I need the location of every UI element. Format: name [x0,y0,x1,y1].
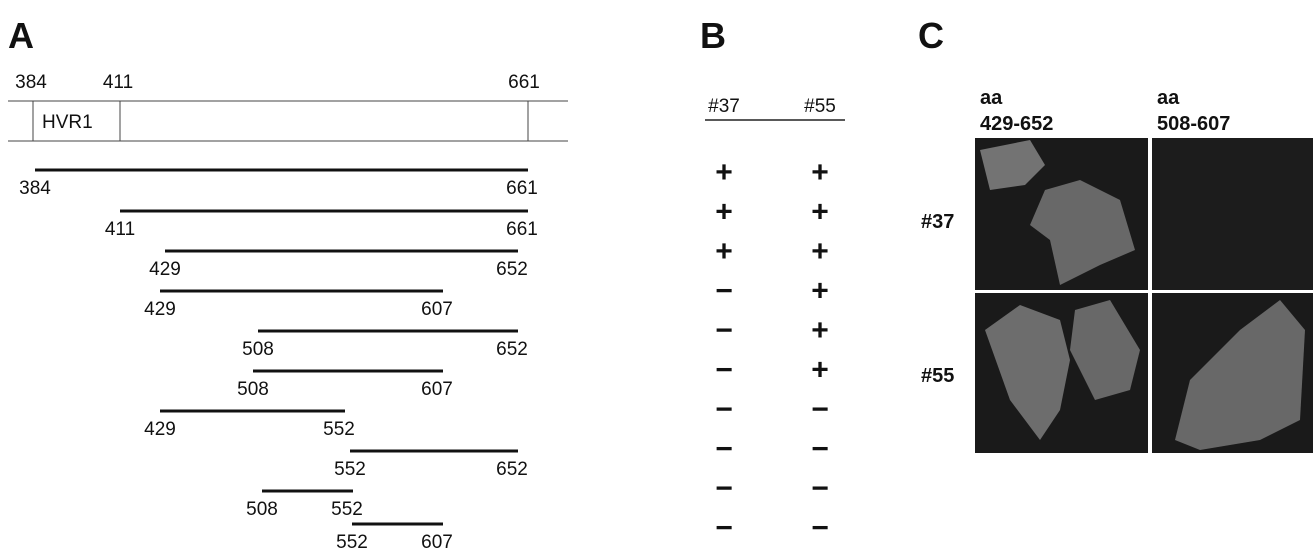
panel-label: C [918,15,944,56]
fragment-start: 552 [336,532,368,553]
fragment-end: 607 [421,532,453,553]
result-sign: + [715,235,733,268]
fragment-start: 508 [246,499,278,520]
result-sign: + [811,156,829,189]
fragment-end: 652 [496,459,528,480]
result-sign: − [715,512,733,545]
result-sign: − [715,472,733,505]
result-sign: − [715,275,733,308]
fragment-start: 411 [105,219,135,240]
fragment-end: 552 [323,419,355,440]
result-sign: + [811,275,829,308]
fragment-start: 429 [144,299,176,320]
column-header: #37 [708,96,740,117]
fragment-end: 661 [506,219,538,240]
result-sign: − [811,512,829,545]
micrograph [1152,138,1313,290]
result-sign: − [715,433,733,466]
result-sign: − [715,314,733,347]
fragment-end: 552 [331,499,363,520]
fragment-start: 429 [144,419,176,440]
region-label: HVR1 [42,112,93,133]
fragment-end: 652 [496,259,528,280]
result-sign: + [811,314,829,347]
panel-label: B [700,15,726,56]
fragment-end: 607 [421,299,453,320]
row-label: #55 [921,365,954,387]
fragment-end: 661 [506,178,538,199]
fragment-end: 652 [496,339,528,360]
result-sign: + [811,235,829,268]
fragment-end: 607 [421,379,453,400]
result-sign: − [811,393,829,426]
column-header: 429-652 [980,113,1053,135]
result-sign: + [811,354,829,387]
ruler-label: 411 [103,72,133,93]
fragment-start: 552 [334,459,366,480]
column-header: aa [980,87,1003,109]
result-sign: + [715,196,733,229]
panel-label: A [8,15,34,56]
fragment-start: 508 [242,339,274,360]
result-sign: − [715,393,733,426]
fragment-start: 429 [149,259,181,280]
ruler-label: 384 [15,72,47,93]
ruler-label: 661 [508,72,540,93]
column-header: #55 [804,96,836,117]
figure: A B C 384 411 661 HVR1 384 661 411 661 429 65… [0,0,1313,553]
column-header: 508-607 [1157,113,1230,135]
fragment-start: 508 [237,379,269,400]
row-label: #37 [921,211,954,233]
column-header: aa [1157,87,1180,109]
result-sign: − [715,354,733,387]
result-sign: − [811,433,829,466]
result-sign: + [715,156,733,189]
result-sign: − [811,472,829,505]
result-sign: + [811,196,829,229]
fragment-start: 384 [19,178,51,199]
